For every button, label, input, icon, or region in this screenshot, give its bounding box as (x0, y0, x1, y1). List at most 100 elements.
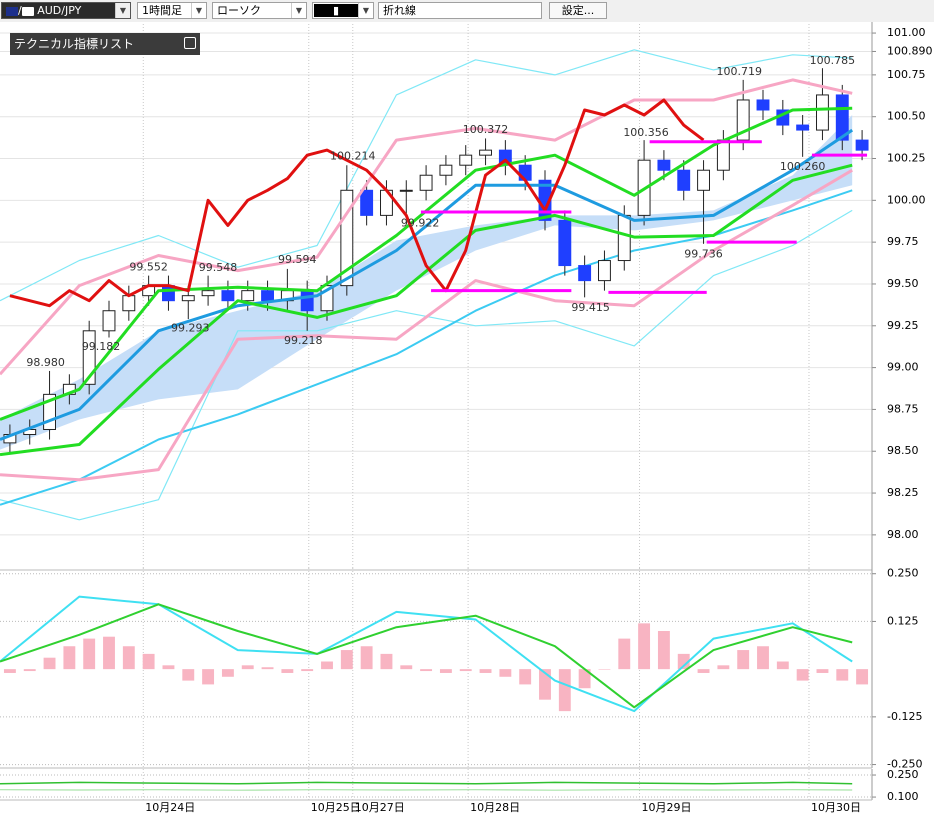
price-annotation: 99.548 (199, 261, 238, 274)
line-style-label: 折れ線 (383, 4, 416, 17)
histogram-bar (459, 669, 472, 672)
y-tick-label: 98.25 (887, 486, 919, 499)
candle-body (360, 189, 374, 216)
price-annotation: 100.260 (780, 160, 826, 173)
indicator-line (0, 78, 853, 376)
histogram-bar (43, 657, 56, 670)
candle-body (102, 310, 116, 332)
histogram-bar (202, 669, 215, 685)
histogram-bar (63, 646, 76, 670)
candle-body (479, 149, 492, 156)
color-swatch: ▮ (314, 4, 358, 17)
indicator-line (0, 209, 853, 521)
candle-body (241, 290, 255, 302)
price-annotation: 98.980 (26, 356, 65, 369)
candle-body (261, 290, 274, 302)
x-tick-label: 10月25日 (311, 801, 361, 814)
histogram-bar (717, 665, 730, 670)
dropdown-arrow: ▼ (358, 3, 373, 18)
y-tick-label: 98.75 (887, 402, 919, 415)
histogram-bar (281, 669, 294, 673)
symbol-select[interactable]: / AUD/JPY ▼ (1, 2, 131, 19)
panel-toggle-icon[interactable] (184, 37, 196, 49)
histogram-bar (598, 669, 611, 670)
histogram-bar (618, 638, 631, 670)
histogram-bar (657, 630, 670, 670)
toolbar: / AUD/JPY ▼ 1時間足 ▼ ローソク ▼ ▮ ▼ 折れ線 設定... (0, 0, 934, 23)
candle-body (756, 99, 770, 111)
candle-body (201, 290, 215, 297)
x-tick-label: 10月27日 (355, 801, 405, 814)
y-tick-label: 100.00 (887, 193, 926, 206)
line-style-field[interactable]: 折れ線 (378, 2, 542, 19)
candle-body (677, 169, 691, 191)
candle-body (816, 94, 829, 131)
plot-background (0, 22, 934, 819)
chart-style-select[interactable]: ローソク ▼ (212, 2, 307, 19)
price-annotation: 99.415 (571, 301, 610, 314)
symbol-label: AUD/JPY (37, 4, 82, 17)
indicator-line (9, 98, 705, 308)
background (0, 22, 934, 819)
chart: 101.00 100.890 100.75 100.50 100.25 100.00 99.… (0, 22, 934, 819)
histogram-bar (757, 646, 769, 670)
y-tick-label: 99.50 (887, 277, 919, 290)
indicator-panel[interactable]: テクニカル指標リスト (10, 33, 200, 55)
histogram-bar (776, 661, 789, 670)
price-annotation: 100.719 (716, 65, 762, 78)
indicator-line (0, 595, 853, 713)
candle-body (558, 219, 572, 267)
histogram-bar (182, 669, 195, 681)
histogram-bar (420, 669, 433, 672)
candle-body (419, 174, 433, 191)
y-tick-label: 100.75 (887, 68, 926, 81)
histogram-bar (737, 650, 750, 670)
histogram-bar (697, 669, 710, 673)
candle-body (578, 265, 592, 282)
candle-body (122, 295, 136, 312)
candle-body (459, 154, 473, 166)
price-annotation: 99.293 (171, 322, 210, 335)
chart-style-label: ローソク (217, 4, 261, 17)
histogram-bar (856, 669, 869, 685)
y-tick-label: 99.00 (887, 361, 919, 374)
histogram-bar (836, 669, 849, 681)
settings-button[interactable]: 設定... (549, 2, 607, 19)
histogram-bar (796, 669, 809, 681)
indicator-line (0, 49, 853, 302)
price-annotation: 99.552 (129, 260, 168, 273)
price-annotation: 99.594 (278, 253, 317, 266)
indicator-line (0, 789, 853, 791)
timeframe-label: 1時間足 (142, 4, 182, 17)
histogram-bar (677, 653, 690, 670)
indicator-line (0, 106, 853, 421)
histogram-bar (638, 623, 651, 670)
candle-body (43, 393, 56, 430)
y-tick-label: 99.25 (887, 319, 919, 332)
histogram-bar (301, 669, 314, 672)
candle-body (221, 290, 235, 302)
timeframe-select[interactable]: 1時間足 ▼ (137, 2, 207, 19)
histogram-bar (221, 669, 234, 677)
y-tick-label: 100.50 (887, 110, 926, 123)
color-select[interactable]: ▮ ▼ (312, 2, 374, 19)
settings-label: 設定... (561, 4, 595, 17)
y-tick-label: 101.00 (887, 26, 926, 39)
price-annotation: 100.214 (330, 150, 376, 163)
histogram-bar (578, 669, 591, 689)
flag-icon (6, 6, 18, 16)
indicator-line (0, 189, 853, 506)
price-annotation: 99.922 (401, 216, 440, 229)
candle-body (340, 189, 354, 287)
histogram-bar (519, 669, 532, 685)
y-tick-label: 100.890 (887, 44, 933, 57)
histogram-bar (142, 653, 155, 670)
dropdown-arrow: ▼ (291, 3, 306, 18)
histogram-bar (558, 669, 571, 712)
candle-body (796, 124, 810, 131)
histogram-bar (499, 669, 512, 677)
x-tick-label: 10月29日 (642, 801, 692, 814)
y-tick-label: 100.25 (887, 152, 926, 165)
candle-body (300, 290, 314, 312)
